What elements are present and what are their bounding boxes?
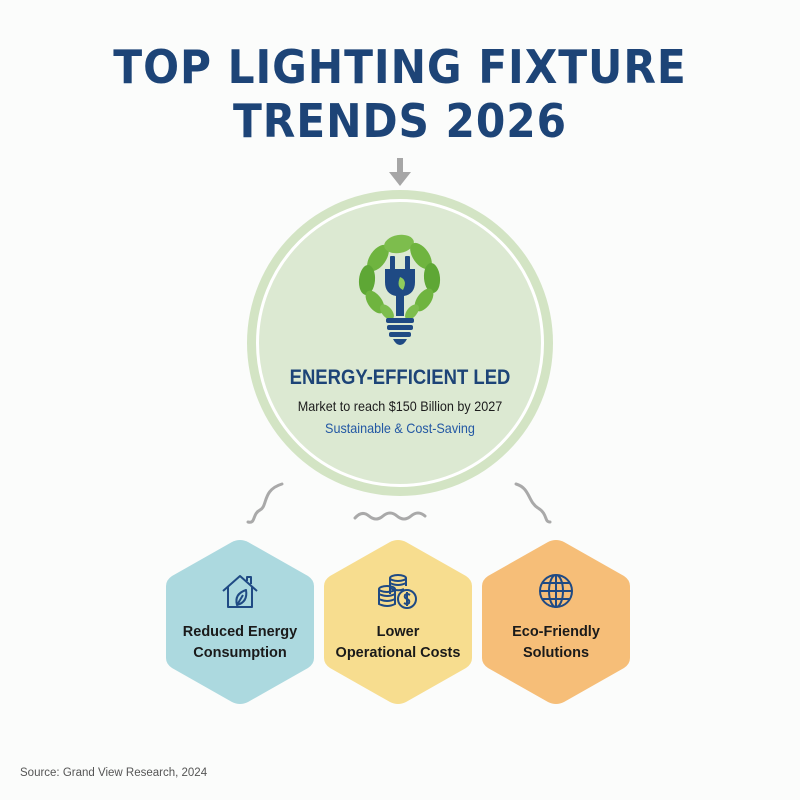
title-line-1: TOP LIGHTING FIXTURE <box>113 40 687 94</box>
title-line-2: TRENDS 2026 <box>232 94 568 148</box>
benefit-card-eco-friendly: Eco-Friendly Solutions <box>480 536 632 708</box>
coins-dollar-icon <box>378 574 417 609</box>
connector-lines <box>246 482 552 524</box>
hexagon-shape <box>324 540 472 704</box>
source-citation: Source: Grand View Research, 2024 <box>20 767 208 779</box>
main-trend-tagline: Sustainable & Cost-Saving <box>325 420 475 436</box>
globe-icon <box>539 574 573 608</box>
main-trend-title: ENERGY-EFFICIENT LED <box>289 366 511 389</box>
lightbulb-leaf-plug-icon <box>358 234 441 345</box>
eco-house-icon <box>222 575 258 608</box>
main-trend-subtitle: Market to reach $150 Billion by 2027 <box>297 398 503 414</box>
connector-middle <box>353 511 427 521</box>
benefit-label: Reduced Energy Consumption <box>182 624 298 661</box>
connector-right <box>514 482 552 524</box>
page-title: TOP LIGHTING FIXTURE TRENDS 2026 <box>32 40 768 148</box>
connector-left <box>246 482 284 524</box>
benefit-card-lower-costs: Lower Operational Costs <box>322 536 474 708</box>
benefit-card-reduced-energy: Reduced Energy Consumption <box>164 536 316 708</box>
down-arrow-icon <box>389 158 411 186</box>
hexagon-shape <box>482 540 630 704</box>
benefit-label: Eco-Friendly Solutions <box>512 624 600 661</box>
benefit-label: Lower Operational Costs <box>335 624 461 661</box>
hexagon-shape <box>166 540 314 704</box>
